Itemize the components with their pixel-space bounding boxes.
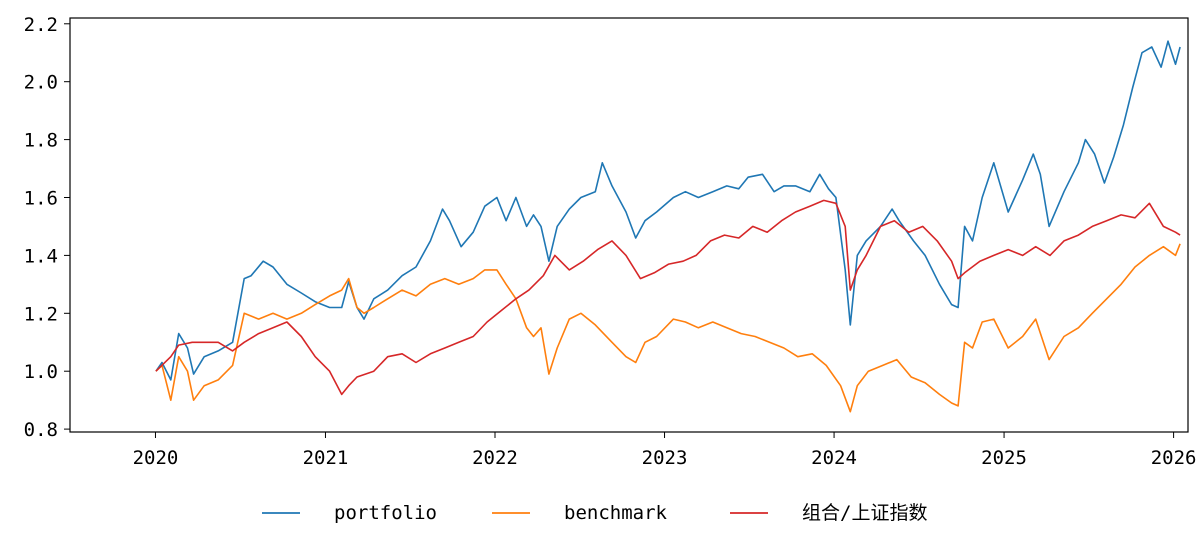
y-axis: 0.8 1.0 1.2 1.4 1.6 1.8 2.0 2.2 (24, 14, 70, 441)
y-tick-label: 2.2 (24, 14, 58, 36)
y-tick-label: 1.6 (24, 187, 58, 209)
x-tick-label: 2023 (642, 447, 688, 469)
y-tick-label: 0.8 (24, 419, 58, 441)
y-tick-label: 1.2 (24, 303, 58, 325)
x-tick-label: 2021 (303, 447, 349, 469)
series-line-2 (155, 199, 1181, 396)
y-tick-label: 1.8 (24, 130, 58, 152)
legend-label-0: portfolio (334, 502, 437, 524)
y-tick-label: 1.4 (24, 245, 58, 267)
x-tick-label: 2024 (811, 447, 857, 469)
y-tick-label: 2.0 (24, 72, 58, 94)
series-line-1 (155, 243, 1181, 413)
legend-label-2: 组合/上证指数 (802, 502, 927, 524)
legend: portfolio benchmark 组合/上证指数 (262, 502, 927, 524)
plot-frame (69, 17, 1189, 433)
x-tick-label: 2026 (1151, 447, 1197, 469)
series-line-0 (155, 40, 1181, 381)
x-axis: 2020 2021 2022 2023 2024 2025 2026 (133, 432, 1197, 469)
x-tick-label: 2025 (981, 447, 1027, 469)
x-tick-label: 2022 (472, 447, 518, 469)
y-tick-label: 1.0 (24, 361, 58, 383)
x-tick-label: 2020 (133, 447, 179, 469)
legend-label-1: benchmark (564, 502, 668, 524)
series-lines (155, 40, 1181, 413)
